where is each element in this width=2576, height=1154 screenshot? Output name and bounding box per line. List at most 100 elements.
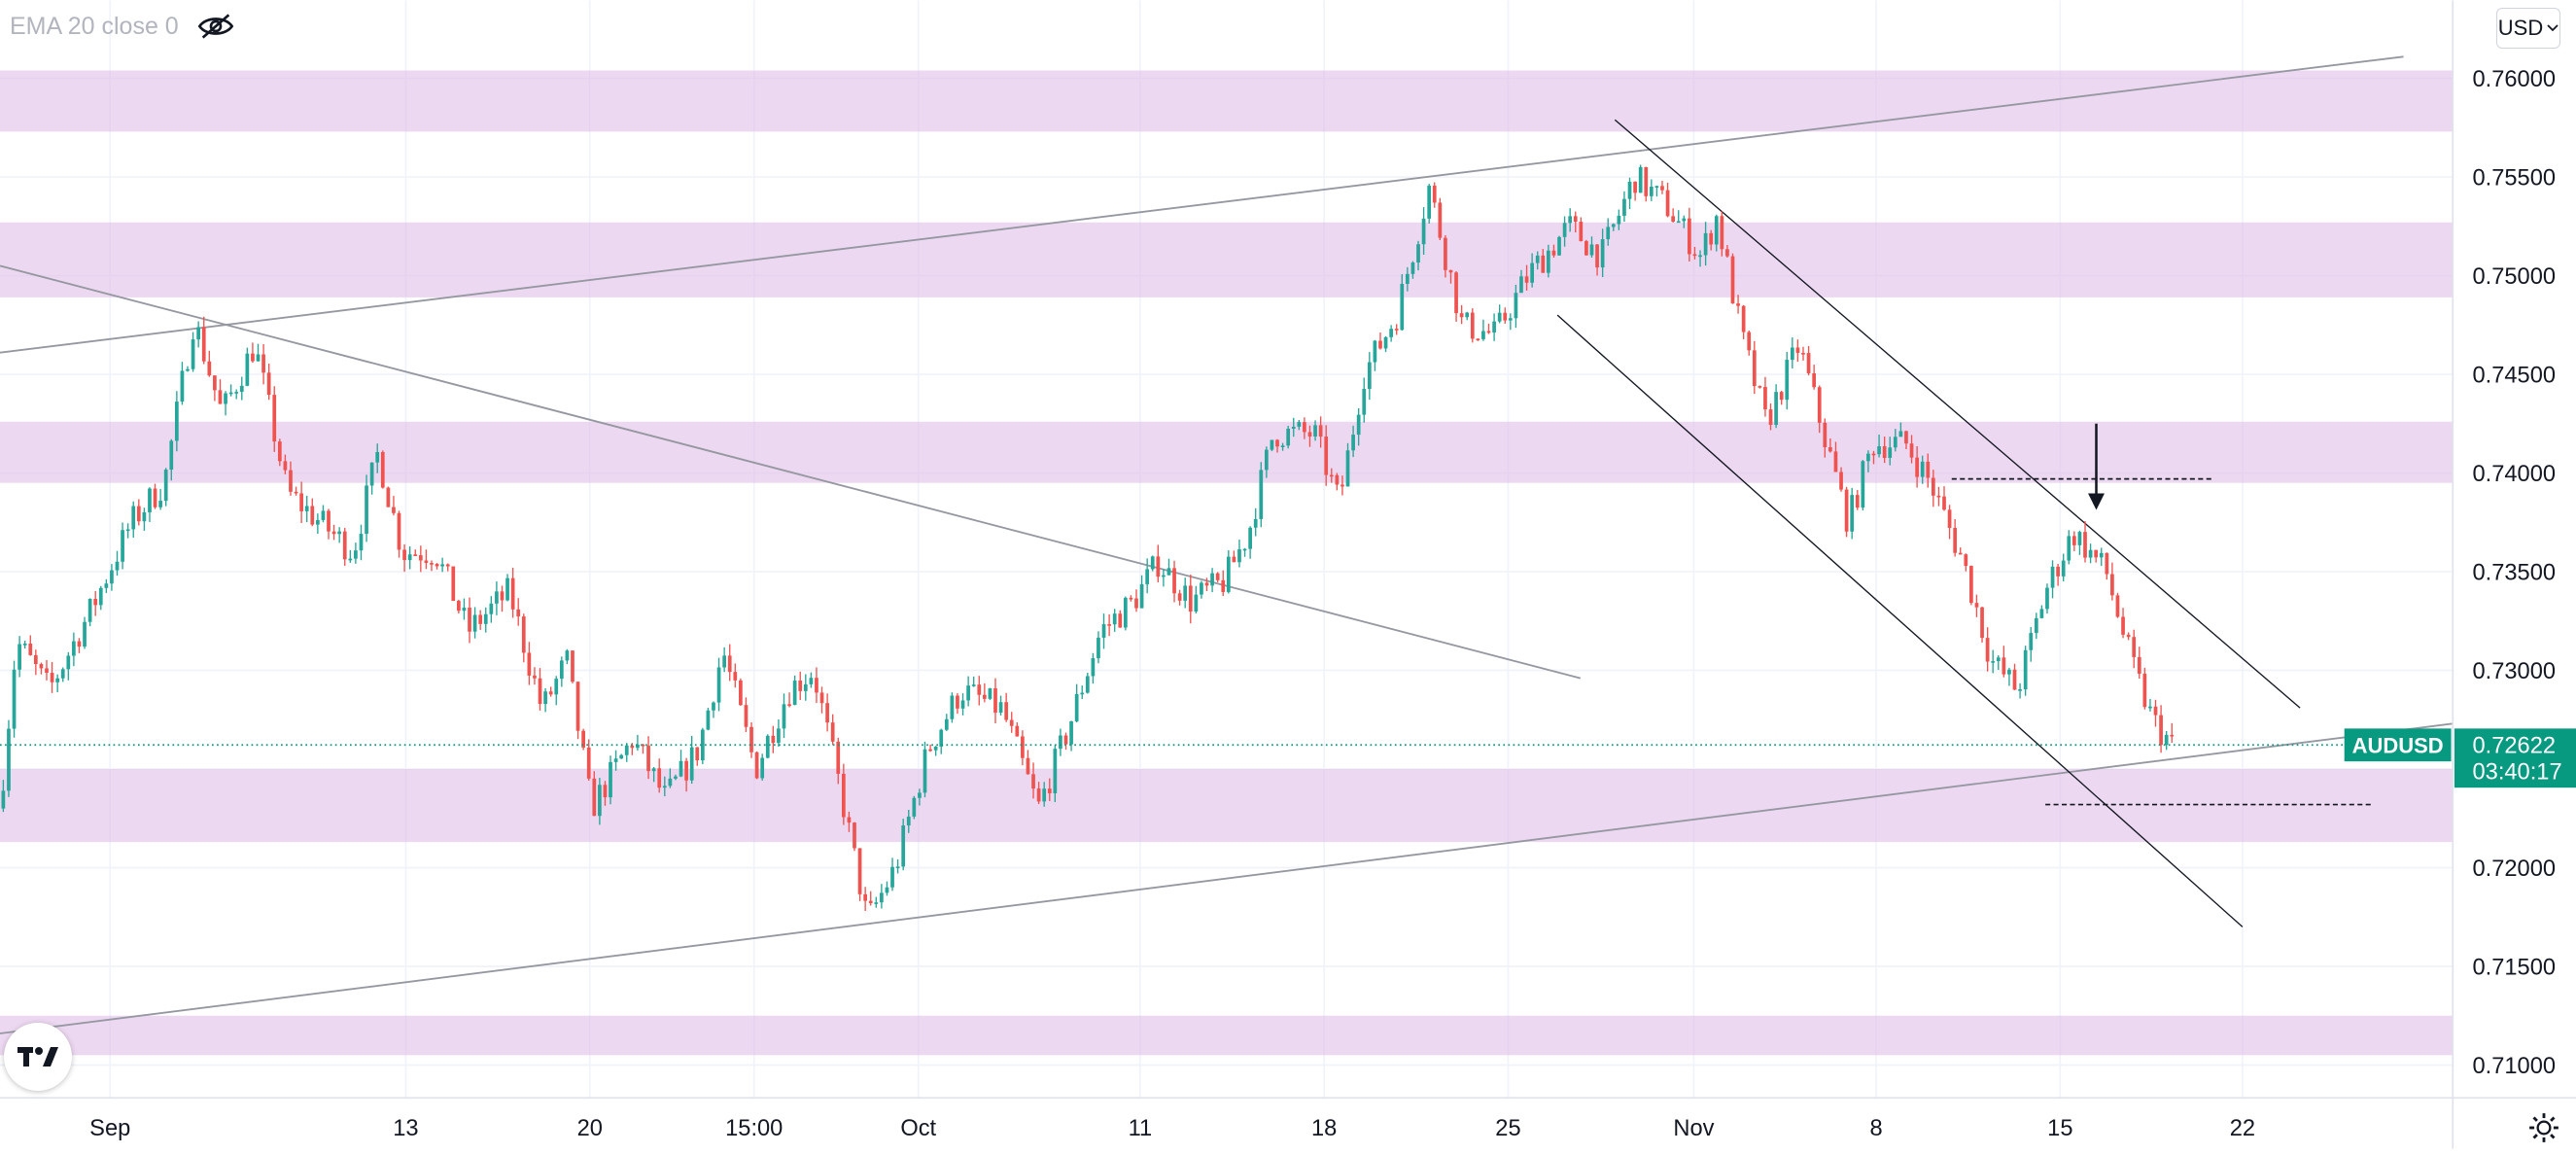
candle-up (186, 368, 190, 371)
y-tick-label: 0.74000 (2473, 462, 2557, 487)
candle-down (1768, 409, 1773, 426)
candle-down (977, 684, 982, 695)
candle-up (895, 866, 900, 869)
candle-up (148, 488, 152, 512)
candle-up (2029, 633, 2034, 650)
candle-down (1232, 556, 1236, 563)
candle-down (386, 487, 391, 507)
candle-down (857, 848, 862, 894)
candle-down (1584, 241, 1588, 256)
candle-down (33, 654, 38, 665)
candle-down (277, 441, 282, 462)
candle-up (72, 641, 76, 656)
candle-down (1215, 573, 1220, 580)
candle-down (136, 506, 141, 522)
candle-up (2050, 566, 2055, 588)
candle-up (365, 485, 368, 535)
candle-up (1053, 749, 1058, 793)
candle-down (1524, 276, 1529, 283)
symbol-label: AUDUSD (2352, 734, 2444, 758)
last-price-tag (2454, 728, 2576, 788)
candle-up (1139, 583, 1144, 609)
candle-up (960, 700, 965, 709)
candle-down (1476, 338, 1480, 341)
eye-off-icon[interactable] (196, 12, 235, 41)
indicator-legend[interactable]: EMA 20 close 0 (10, 12, 235, 41)
candle-down (1036, 788, 1041, 802)
candle-up (1091, 658, 1096, 677)
x-tick-label: 18 (1311, 1116, 1337, 1141)
candle-up (196, 327, 201, 340)
gear-icon[interactable] (2527, 1111, 2560, 1144)
candle-down (50, 673, 54, 682)
candle-down (2153, 706, 2158, 716)
candle-up (1481, 331, 1485, 339)
candle-up (1714, 216, 1719, 245)
x-tick-label: 25 (1495, 1116, 1520, 1141)
candle-down (1047, 788, 1052, 793)
candle-down (830, 722, 835, 742)
candle-up (142, 511, 147, 522)
candle-up (885, 887, 889, 893)
candle-up (1123, 597, 1128, 628)
candle-up (609, 761, 612, 798)
candle-up (1562, 223, 1567, 237)
support-resistance-zone (0, 222, 2454, 297)
candle-down (2126, 634, 2131, 638)
candle-down (2056, 566, 2060, 577)
trendline (0, 55, 2404, 354)
candle-down (77, 641, 82, 647)
candle-down (207, 361, 212, 376)
candle-up (169, 440, 174, 471)
candle-up (1280, 445, 1285, 448)
candle-up (918, 792, 922, 798)
candles (1, 164, 2175, 912)
candle-up (760, 757, 765, 779)
candle-up (944, 718, 949, 730)
candle-up (110, 570, 114, 584)
candle-up (1427, 185, 1432, 219)
candle-up (1920, 461, 1925, 477)
candle-up (1638, 166, 1643, 193)
candle-down (646, 745, 650, 772)
candle-down (392, 507, 396, 513)
candle-up (765, 735, 770, 758)
candle-up (1785, 360, 1790, 401)
tradingview-logo[interactable] (4, 1023, 72, 1091)
candle-up (1059, 735, 1062, 750)
candle-up (1627, 181, 1632, 199)
candle-down (1671, 216, 1676, 222)
x-tick-label: 8 (1869, 1116, 1882, 1141)
candle-up (1557, 236, 1561, 256)
candle-down (1177, 593, 1182, 601)
candle-up (1514, 293, 1518, 319)
candle-down (516, 609, 521, 617)
candle-down (586, 747, 591, 779)
candle-down (451, 566, 456, 602)
candle-down (1725, 249, 1729, 257)
candle-down (1709, 232, 1714, 245)
candle-down (1541, 255, 1546, 273)
candle-down (1985, 638, 1990, 662)
candle-down (798, 681, 803, 691)
x-tick-label: Nov (1673, 1116, 1714, 1141)
candle-down (1969, 566, 1973, 604)
candle-down (1579, 222, 1584, 242)
candle-down (445, 564, 450, 567)
currency-select[interactable]: USD (2496, 8, 2560, 49)
candle-down (2115, 595, 2120, 617)
candle-up (1248, 527, 1252, 549)
trendline (1614, 119, 2301, 709)
countdown-label: 03:40:17 (2473, 760, 2562, 786)
y-tick-label: 0.74500 (2473, 364, 2557, 389)
candle-down (478, 614, 483, 624)
candle-down (1329, 474, 1334, 477)
candle-up (1183, 585, 1188, 601)
candle-up (1790, 347, 1794, 361)
candle-up (1421, 218, 1426, 245)
trendlines[interactable] (0, 55, 2454, 1034)
candle-down (430, 563, 434, 565)
